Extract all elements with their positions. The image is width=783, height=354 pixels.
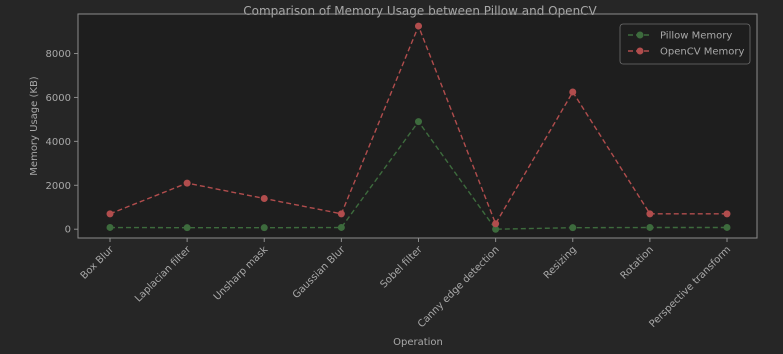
data-point	[646, 210, 654, 218]
data-point	[183, 224, 191, 232]
y-tick-label: 2000	[46, 181, 71, 192]
data-point	[106, 210, 114, 218]
data-point	[183, 179, 191, 187]
legend-label: OpenCV Memory	[660, 47, 744, 58]
y-tick-label: 8000	[46, 49, 71, 60]
legend-label: Pillow Memory	[660, 31, 732, 42]
series-layer	[106, 22, 731, 233]
data-point	[723, 223, 731, 231]
y-tick-label: 4000	[46, 137, 71, 148]
data-point	[415, 118, 422, 126]
data-point	[337, 223, 345, 231]
legend-marker	[636, 47, 644, 55]
data-point	[337, 210, 345, 218]
legend-box	[619, 23, 751, 65]
plot-frame	[77, 13, 758, 239]
legend-marker	[636, 31, 644, 39]
y-tick-label: 6000	[46, 93, 71, 104]
data-point	[260, 194, 268, 202]
legend: Pillow Memory OpenCV Memory	[619, 23, 751, 65]
data-point	[492, 225, 500, 233]
data-point	[415, 22, 422, 30]
data-point	[646, 223, 654, 231]
y-axis-label: Memory Usage (KB)	[29, 76, 40, 176]
data-point	[569, 224, 577, 232]
data-point	[492, 220, 500, 228]
data-point	[723, 210, 731, 218]
x-axis-label: Operation	[393, 337, 443, 348]
data-point	[569, 88, 577, 96]
y-axis-ticks: 0 2000 4000 6000 8000	[46, 49, 78, 236]
chart-title: Comparison of Memory Usage between Pillo…	[243, 4, 597, 18]
y-tick-label: 0	[65, 225, 71, 236]
data-point	[106, 223, 114, 231]
data-point	[260, 224, 268, 232]
